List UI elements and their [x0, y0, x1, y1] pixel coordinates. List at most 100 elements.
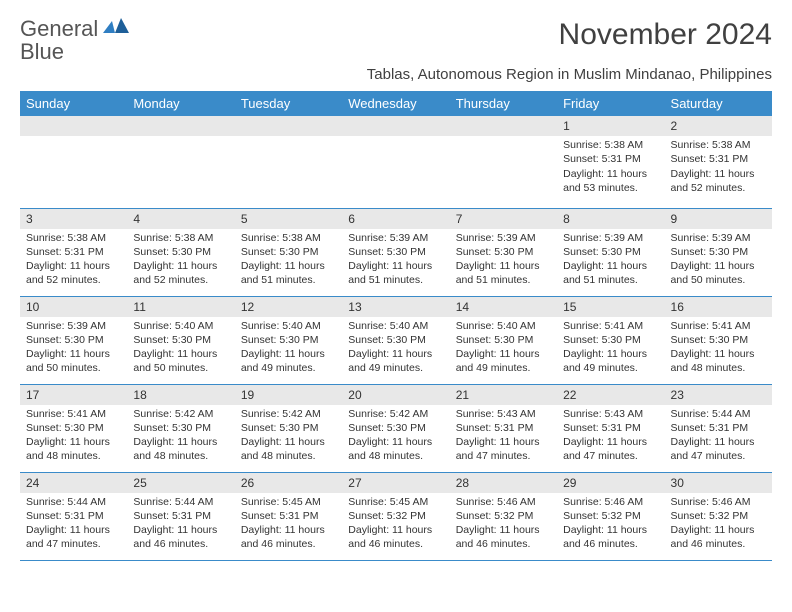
calendar-day-cell: 19Sunrise: 5:42 AMSunset: 5:30 PMDayligh… — [235, 384, 342, 472]
logo-mark-icon — [103, 18, 129, 36]
logo: General Blue — [20, 18, 129, 64]
calendar-day-cell: 29Sunrise: 5:46 AMSunset: 5:32 PMDayligh… — [557, 472, 664, 560]
calendar-table: SundayMondayTuesdayWednesdayThursdayFrid… — [20, 91, 772, 561]
day-number: 2 — [665, 116, 772, 136]
calendar-day-cell: 1Sunrise: 5:38 AMSunset: 5:31 PMDaylight… — [557, 116, 664, 208]
calendar-day-cell: 14Sunrise: 5:40 AMSunset: 5:30 PMDayligh… — [450, 296, 557, 384]
calendar-day-cell — [342, 116, 449, 208]
day-number-bar — [342, 116, 449, 136]
calendar-week-row: 24Sunrise: 5:44 AMSunset: 5:31 PMDayligh… — [20, 472, 772, 560]
day-number: 16 — [665, 297, 772, 317]
calendar-day-cell: 11Sunrise: 5:40 AMSunset: 5:30 PMDayligh… — [127, 296, 234, 384]
day-content: Sunrise: 5:39 AMSunset: 5:30 PMDaylight:… — [557, 229, 664, 292]
weekday-header: Saturday — [665, 91, 772, 116]
calendar-day-cell: 28Sunrise: 5:46 AMSunset: 5:32 PMDayligh… — [450, 472, 557, 560]
logo-text-blue: Blue — [20, 39, 64, 64]
day-number: 15 — [557, 297, 664, 317]
calendar-day-cell — [235, 116, 342, 208]
calendar-day-cell: 13Sunrise: 5:40 AMSunset: 5:30 PMDayligh… — [342, 296, 449, 384]
calendar-day-cell: 20Sunrise: 5:42 AMSunset: 5:30 PMDayligh… — [342, 384, 449, 472]
day-number: 29 — [557, 473, 664, 493]
day-content: Sunrise: 5:38 AMSunset: 5:31 PMDaylight:… — [557, 136, 664, 199]
day-number: 12 — [235, 297, 342, 317]
day-number: 23 — [665, 385, 772, 405]
day-number: 4 — [127, 209, 234, 229]
calendar-day-cell: 15Sunrise: 5:41 AMSunset: 5:30 PMDayligh… — [557, 296, 664, 384]
day-number: 10 — [20, 297, 127, 317]
logo-text-gray: General — [20, 16, 98, 41]
day-number: 3 — [20, 209, 127, 229]
day-content: Sunrise: 5:40 AMSunset: 5:30 PMDaylight:… — [127, 317, 234, 380]
day-content: Sunrise: 5:38 AMSunset: 5:31 PMDaylight:… — [665, 136, 772, 199]
calendar-day-cell: 7Sunrise: 5:39 AMSunset: 5:30 PMDaylight… — [450, 208, 557, 296]
day-number: 25 — [127, 473, 234, 493]
day-content: Sunrise: 5:44 AMSunset: 5:31 PMDaylight:… — [665, 405, 772, 468]
day-content: Sunrise: 5:42 AMSunset: 5:30 PMDaylight:… — [235, 405, 342, 468]
day-number: 20 — [342, 385, 449, 405]
day-content: Sunrise: 5:42 AMSunset: 5:30 PMDaylight:… — [127, 405, 234, 468]
day-number-bar — [235, 116, 342, 136]
day-number: 7 — [450, 209, 557, 229]
day-content: Sunrise: 5:43 AMSunset: 5:31 PMDaylight:… — [450, 405, 557, 468]
page-title: November 2024 — [559, 18, 772, 52]
day-number: 30 — [665, 473, 772, 493]
day-content: Sunrise: 5:44 AMSunset: 5:31 PMDaylight:… — [20, 493, 127, 556]
day-content: Sunrise: 5:46 AMSunset: 5:32 PMDaylight:… — [665, 493, 772, 556]
calendar-body: 1Sunrise: 5:38 AMSunset: 5:31 PMDaylight… — [20, 116, 772, 560]
calendar-day-cell: 3Sunrise: 5:38 AMSunset: 5:31 PMDaylight… — [20, 208, 127, 296]
calendar-day-cell — [20, 116, 127, 208]
day-content: Sunrise: 5:39 AMSunset: 5:30 PMDaylight:… — [665, 229, 772, 292]
day-content: Sunrise: 5:40 AMSunset: 5:30 PMDaylight:… — [342, 317, 449, 380]
calendar-day-cell: 5Sunrise: 5:38 AMSunset: 5:30 PMDaylight… — [235, 208, 342, 296]
day-number-bar — [127, 116, 234, 136]
day-content: Sunrise: 5:41 AMSunset: 5:30 PMDaylight:… — [557, 317, 664, 380]
day-number: 6 — [342, 209, 449, 229]
day-number: 26 — [235, 473, 342, 493]
weekday-header: Tuesday — [235, 91, 342, 116]
calendar-day-cell — [450, 116, 557, 208]
weekday-header: Wednesday — [342, 91, 449, 116]
calendar-day-cell: 26Sunrise: 5:45 AMSunset: 5:31 PMDayligh… — [235, 472, 342, 560]
calendar-day-cell: 17Sunrise: 5:41 AMSunset: 5:30 PMDayligh… — [20, 384, 127, 472]
weekday-header: Thursday — [450, 91, 557, 116]
day-content: Sunrise: 5:39 AMSunset: 5:30 PMDaylight:… — [342, 229, 449, 292]
day-content: Sunrise: 5:38 AMSunset: 5:31 PMDaylight:… — [20, 229, 127, 292]
header: General Blue November 2024 — [20, 18, 772, 64]
day-content: Sunrise: 5:45 AMSunset: 5:32 PMDaylight:… — [342, 493, 449, 556]
calendar-week-row: 17Sunrise: 5:41 AMSunset: 5:30 PMDayligh… — [20, 384, 772, 472]
calendar-day-cell: 6Sunrise: 5:39 AMSunset: 5:30 PMDaylight… — [342, 208, 449, 296]
calendar-day-cell: 22Sunrise: 5:43 AMSunset: 5:31 PMDayligh… — [557, 384, 664, 472]
day-number: 17 — [20, 385, 127, 405]
day-number: 11 — [127, 297, 234, 317]
day-number: 27 — [342, 473, 449, 493]
day-number: 14 — [450, 297, 557, 317]
day-content: Sunrise: 5:39 AMSunset: 5:30 PMDaylight:… — [450, 229, 557, 292]
calendar-day-cell: 16Sunrise: 5:41 AMSunset: 5:30 PMDayligh… — [665, 296, 772, 384]
day-number: 28 — [450, 473, 557, 493]
weekday-header-row: SundayMondayTuesdayWednesdayThursdayFrid… — [20, 91, 772, 116]
calendar-day-cell: 9Sunrise: 5:39 AMSunset: 5:30 PMDaylight… — [665, 208, 772, 296]
day-number: 19 — [235, 385, 342, 405]
calendar-day-cell: 24Sunrise: 5:44 AMSunset: 5:31 PMDayligh… — [20, 472, 127, 560]
day-number: 5 — [235, 209, 342, 229]
day-content: Sunrise: 5:43 AMSunset: 5:31 PMDaylight:… — [557, 405, 664, 468]
page-subtitle: Tablas, Autonomous Region in Muslim Mind… — [20, 66, 772, 83]
day-number-bar — [20, 116, 127, 136]
weekday-header: Monday — [127, 91, 234, 116]
day-content: Sunrise: 5:42 AMSunset: 5:30 PMDaylight:… — [342, 405, 449, 468]
calendar-day-cell: 4Sunrise: 5:38 AMSunset: 5:30 PMDaylight… — [127, 208, 234, 296]
day-content: Sunrise: 5:38 AMSunset: 5:30 PMDaylight:… — [235, 229, 342, 292]
weekday-header: Sunday — [20, 91, 127, 116]
day-content: Sunrise: 5:40 AMSunset: 5:30 PMDaylight:… — [235, 317, 342, 380]
calendar-day-cell: 12Sunrise: 5:40 AMSunset: 5:30 PMDayligh… — [235, 296, 342, 384]
day-content: Sunrise: 5:44 AMSunset: 5:31 PMDaylight:… — [127, 493, 234, 556]
calendar-week-row: 1Sunrise: 5:38 AMSunset: 5:31 PMDaylight… — [20, 116, 772, 208]
day-content: Sunrise: 5:46 AMSunset: 5:32 PMDaylight:… — [450, 493, 557, 556]
day-number: 21 — [450, 385, 557, 405]
day-content: Sunrise: 5:39 AMSunset: 5:30 PMDaylight:… — [20, 317, 127, 380]
calendar-week-row: 3Sunrise: 5:38 AMSunset: 5:31 PMDaylight… — [20, 208, 772, 296]
calendar-day-cell: 18Sunrise: 5:42 AMSunset: 5:30 PMDayligh… — [127, 384, 234, 472]
calendar-day-cell: 25Sunrise: 5:44 AMSunset: 5:31 PMDayligh… — [127, 472, 234, 560]
weekday-header: Friday — [557, 91, 664, 116]
day-number: 13 — [342, 297, 449, 317]
